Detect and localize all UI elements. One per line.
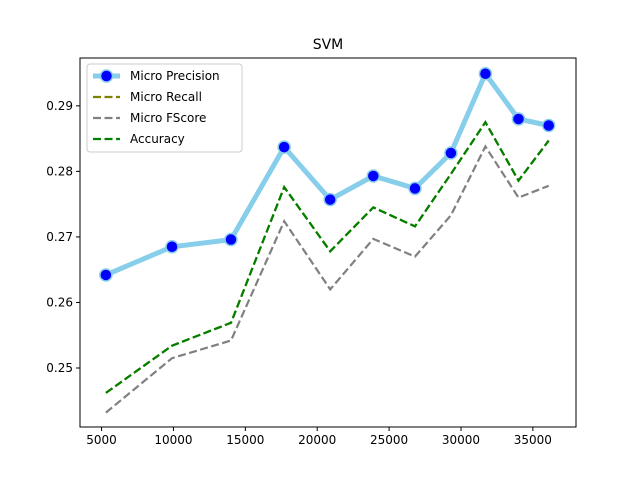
y-axis: 0.25 0.26 0.27 0.28 0.29 [46,99,80,375]
data-point [224,232,238,247]
data-point [444,146,458,160]
data-point [511,112,526,126]
data-point [323,192,337,207]
data-point [165,240,179,254]
x-axis: 5000 10000 15000 20000 25000 30000 35000 [86,427,552,447]
x-tick-label: 10000 [154,433,192,447]
legend-label: Micro FScore [130,111,206,125]
legend-label: Micro Precision [130,69,220,83]
plot-frame [79,57,577,428]
series-line-2 [105,144,550,414]
x-tick-label: 5000 [86,433,117,447]
y-tick-label: 0.26 [46,295,73,309]
legend: Micro Precision Micro Recall Micro FScore A… [86,63,243,153]
legend-label: Micro Recall [130,90,202,104]
series-line-1 [105,120,550,394]
data-point [366,169,381,183]
y-tick-label: 0.27 [46,230,73,244]
data-point [99,268,113,282]
legend-label: Accuracy [130,132,185,146]
x-tick-label: 20000 [298,433,336,447]
legend-marker [99,69,114,83]
data-point [541,118,556,133]
y-tick-label: 0.29 [46,99,73,113]
x-tick-label: 30000 [442,433,480,447]
series-layer [99,66,556,414]
legend-box [86,63,243,153]
data-point [408,181,422,196]
y-tick-label: 0.25 [46,361,73,375]
x-tick-label: 35000 [514,433,552,447]
x-tick-label: 25000 [370,433,408,447]
series-line-3 [105,120,550,394]
chart-title: SVM [313,37,344,53]
y-tick-label: 0.28 [46,164,73,178]
x-tick-label: 15000 [226,433,264,447]
data-point [478,66,493,81]
data-point [277,140,291,154]
